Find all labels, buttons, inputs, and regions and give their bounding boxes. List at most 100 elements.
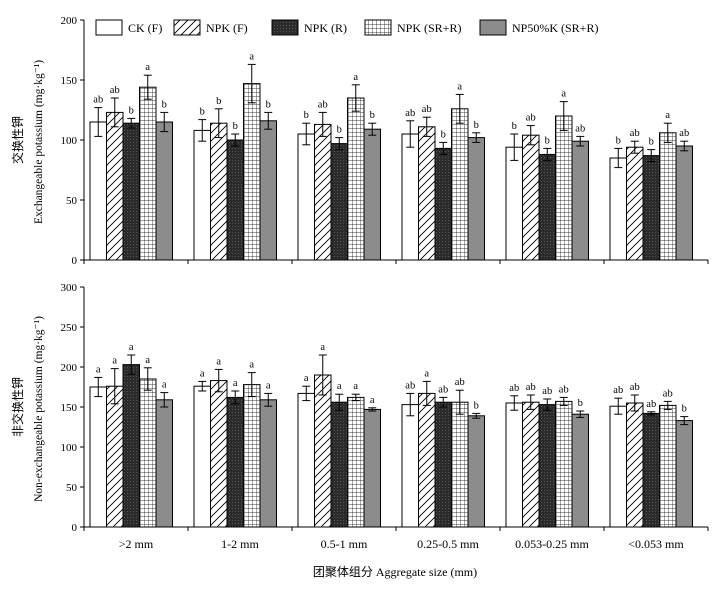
bar — [467, 137, 485, 261]
significance-letter: ab — [630, 382, 640, 393]
bar — [434, 401, 452, 528]
significance-letter: a — [216, 356, 221, 367]
x-category-label: 1-2 mm — [221, 537, 259, 551]
bar — [642, 412, 660, 528]
significance-letter: a — [145, 355, 150, 366]
significance-letter: a — [665, 110, 670, 121]
significance-letter: a — [249, 360, 254, 371]
bar — [347, 97, 365, 261]
significance-letter: a — [200, 368, 205, 379]
bar — [330, 143, 348, 261]
bar — [555, 115, 573, 261]
significance-letter: b — [162, 99, 167, 110]
significance-letter: b — [616, 135, 621, 146]
bar — [401, 404, 419, 528]
bar — [122, 122, 140, 261]
y-tick-label: 200 — [61, 362, 78, 374]
bar — [505, 146, 523, 261]
bar — [555, 400, 573, 528]
significance-letter: ab — [110, 85, 120, 96]
bar — [609, 405, 627, 528]
legend-label-np50: NP50%K (SR+R) — [512, 21, 598, 35]
significance-letter: b — [129, 105, 134, 116]
significance-letter: a — [162, 380, 167, 391]
legend-item-np50: NP50%K (SR+R) — [479, 19, 598, 36]
bar — [418, 126, 436, 261]
legend: CK (F) NPK (F) NPK (R) NPK (SR+R) NP50%K (SR… — [95, 19, 598, 36]
y-tick-label: 200 — [61, 15, 78, 27]
significance-letter: a — [457, 81, 462, 92]
bar — [259, 120, 277, 261]
significance-letter: a — [370, 395, 375, 406]
x-axis-label: 团聚体组分 Aggregate size (mm) — [313, 565, 477, 579]
panel-exchangeable-potassium: 0 50 100 150 200 交换性钾 Exchangeable potassium (… — [10, 15, 709, 267]
significance-letter: ab — [422, 104, 432, 115]
significance-letter: b — [474, 400, 479, 411]
significance-letter: ab — [509, 383, 519, 394]
significance-letter: b — [200, 107, 205, 118]
significance-letter: ab — [559, 384, 569, 395]
significance-letter: a — [561, 89, 566, 100]
significance-letter: ab — [646, 399, 656, 410]
y-axis-label-cn: 非交换性钾 — [10, 377, 25, 437]
significance-letter: b — [578, 398, 583, 409]
significance-letter: a — [233, 378, 238, 389]
x-category-label: 0.5-1 mm — [321, 537, 368, 551]
bar — [314, 374, 332, 528]
bar — [193, 385, 211, 528]
bar — [626, 402, 644, 528]
bar — [571, 413, 589, 528]
significance-letter: a — [304, 373, 309, 384]
bar — [226, 139, 244, 261]
significance-letter: b — [474, 120, 479, 131]
bar — [330, 401, 348, 528]
bar — [297, 133, 315, 261]
bar — [297, 392, 315, 528]
y-tick-label: 50 — [66, 482, 78, 494]
significance-letter: a — [129, 342, 134, 353]
bar — [243, 83, 261, 261]
significance-letter: a — [320, 342, 325, 353]
y-tick-label: 100 — [61, 135, 78, 147]
bar — [122, 364, 140, 528]
y-tick-label: 150 — [61, 75, 78, 87]
bar — [522, 134, 540, 261]
bar — [675, 420, 693, 528]
bar — [89, 121, 107, 261]
bar — [505, 402, 523, 528]
bar — [434, 147, 452, 261]
significance-letter: ab — [93, 95, 103, 106]
bar — [347, 396, 365, 528]
bar — [243, 384, 261, 528]
bar — [139, 86, 157, 261]
bar — [538, 153, 556, 261]
bar — [193, 129, 211, 261]
significance-letter: ab — [318, 99, 328, 110]
y-tick-label: 50 — [66, 195, 78, 207]
significance-letter: a — [112, 356, 117, 367]
bar — [659, 132, 677, 261]
legend-label-npkr: NPK (R) — [304, 21, 347, 35]
x-category-label: 0.25-0.5 mm — [417, 537, 479, 551]
bar — [155, 121, 173, 261]
legend-item-npkf: NPK (F) — [173, 19, 248, 36]
significance-letter: b — [370, 110, 375, 121]
legend-item-npkr: NPK (R) — [271, 19, 347, 36]
bar — [522, 401, 540, 528]
bar — [210, 380, 228, 528]
bar — [210, 122, 228, 261]
significance-letter: b — [266, 99, 271, 110]
bar — [659, 404, 677, 528]
significance-letter: ab — [405, 108, 415, 119]
legend-label-ck: CK (F) — [128, 21, 162, 35]
bar — [538, 404, 556, 528]
y-axis-label-en: Exchangeable potassium (mg·kg⁻¹) — [33, 60, 45, 224]
significance-letter: a — [266, 380, 271, 391]
significance-letter: b — [304, 110, 309, 121]
y-tick-label: 150 — [61, 402, 78, 414]
legend-swatch-ck — [95, 19, 123, 36]
bar — [106, 111, 124, 261]
significance-letter: ab — [679, 128, 689, 139]
